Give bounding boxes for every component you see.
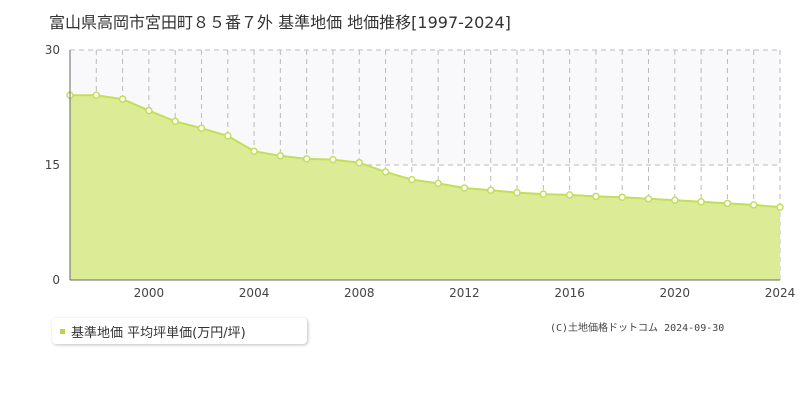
data-point <box>671 196 679 205</box>
x-tick-label: 2020 <box>660 286 691 300</box>
data-point <box>250 147 258 155</box>
data-point <box>355 158 364 167</box>
data-point <box>776 203 784 211</box>
data-point <box>118 95 127 103</box>
x-tick-label: 2008 <box>344 286 375 300</box>
legend-marker <box>60 328 65 334</box>
data-point <box>592 192 600 201</box>
data-point <box>486 186 495 195</box>
series-area <box>70 95 780 280</box>
data-point <box>513 188 521 197</box>
x-tick-label: 2004 <box>239 286 270 300</box>
data-point <box>197 124 206 132</box>
copyright-text: (C)土地価格ドットコム 2024-09-30 <box>550 323 725 334</box>
data-point <box>644 194 653 203</box>
chart-title: 富山県高岡市宮田町８５番７外 基準地価 地価推移[1997-2024] <box>49 13 511 32</box>
data-point <box>460 184 469 192</box>
data-point <box>723 199 732 208</box>
data-point <box>434 179 442 188</box>
data-point <box>697 198 705 206</box>
y-tick-label: 15 <box>45 158 60 172</box>
legend-label: 基準地価 平均坪単価(万円/坪) <box>71 325 246 341</box>
data-point <box>302 155 311 163</box>
x-tick-label: 2012 <box>449 286 480 300</box>
data-point <box>749 201 758 209</box>
y-tick-label: 30 <box>45 43 60 57</box>
data-point <box>145 106 153 115</box>
x-tick-label: 2024 <box>765 286 796 300</box>
data-point <box>565 191 574 199</box>
x-tick-label: 2016 <box>554 286 585 300</box>
data-point <box>408 175 416 184</box>
data-point <box>329 155 337 164</box>
data-point <box>224 132 232 140</box>
y-tick-label: 0 <box>52 273 60 287</box>
data-point <box>618 193 626 201</box>
series-line <box>70 94 781 209</box>
data-point <box>381 168 390 176</box>
data-point <box>171 117 179 126</box>
data-point <box>276 152 285 160</box>
x-tick-label: 2000 <box>134 286 165 300</box>
data-point <box>92 91 101 99</box>
legend: 基準地価 平均坪単価(万円/坪) <box>52 318 307 344</box>
data-point <box>539 190 548 198</box>
